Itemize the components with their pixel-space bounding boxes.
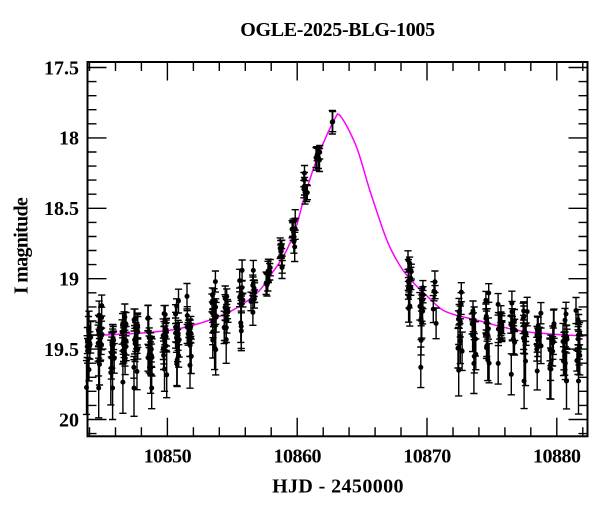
svg-text:OGLE-2025-BLG-1005: OGLE-2025-BLG-1005 xyxy=(240,19,435,41)
svg-text:10860: 10860 xyxy=(273,446,321,468)
svg-text:10850: 10850 xyxy=(144,446,192,468)
svg-text:I magnitude: I magnitude xyxy=(11,197,33,294)
svg-text:20: 20 xyxy=(59,409,79,431)
svg-text:HJD - 2450000: HJD - 2450000 xyxy=(272,476,404,498)
svg-text:10870: 10870 xyxy=(403,446,451,468)
svg-text:10880: 10880 xyxy=(533,446,581,468)
svg-text:17.5: 17.5 xyxy=(44,57,79,79)
svg-text:18: 18 xyxy=(59,128,79,150)
svg-text:19.5: 19.5 xyxy=(44,339,79,361)
svg-text:19: 19 xyxy=(59,269,79,291)
svg-text:18.5: 18.5 xyxy=(44,198,79,220)
